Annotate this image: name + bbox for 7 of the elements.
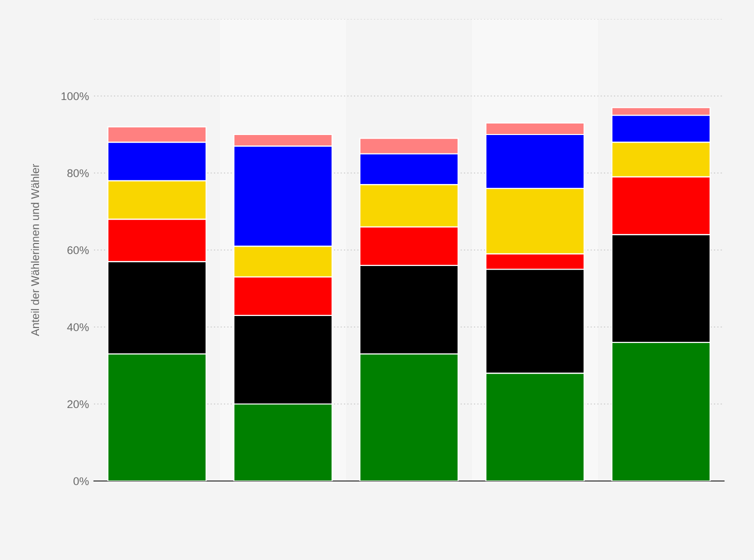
y-axis-title: Anteil der Wählerinnen und Wähler [30,164,40,336]
y-tick-label: 20% [67,400,89,408]
y-tick-label: 40% [67,323,89,332]
y-tick-label: 80% [67,169,89,178]
y-tick-label: 100% [62,92,89,100]
y-tick-label: 0% [74,477,89,486]
y-tick-label: 60% [67,246,89,254]
